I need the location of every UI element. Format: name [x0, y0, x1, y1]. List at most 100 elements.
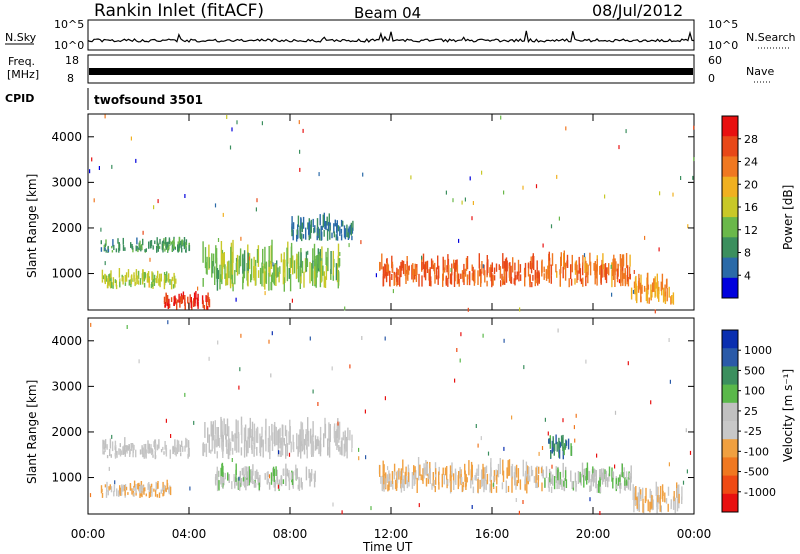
velocity-cell [157, 481, 159, 489]
power-cell [529, 279, 531, 286]
power-cell [596, 258, 598, 272]
velocity-scatter-point [574, 438, 576, 443]
power-cell [208, 297, 210, 303]
power-scatter-point [556, 174, 558, 179]
x-tick-label: 16:00 [475, 527, 510, 541]
velocity-scatter-point [114, 480, 116, 485]
power-scatter-point [445, 190, 447, 195]
power-cell [411, 264, 413, 280]
power-cell [111, 245, 113, 249]
power-cell [391, 261, 394, 273]
velocity-cell [241, 468, 243, 476]
velocity-cell [256, 446, 258, 456]
velocity-cell [640, 489, 642, 499]
power-cell [633, 281, 636, 289]
power-cell [166, 271, 168, 282]
velocity-scatter-point [240, 333, 242, 338]
power-cell [124, 247, 126, 251]
velocity-cell [285, 463, 287, 476]
velocity-cell [599, 469, 601, 478]
power-cell [548, 260, 550, 278]
velocity-cell [244, 440, 246, 448]
velocity-scatter-point [337, 421, 339, 426]
power-scatter-point [362, 172, 364, 177]
velocity-cell [317, 439, 319, 446]
velocity-cell [310, 442, 313, 455]
velocity-cell [163, 451, 165, 455]
velocity-cell [562, 434, 564, 449]
power-scatter-point [236, 120, 238, 125]
power-scatter-point [98, 166, 100, 170]
power-cell [154, 240, 156, 244]
velocity-scatter-point [351, 448, 353, 453]
power-cell [262, 248, 264, 265]
velocity-cell [342, 431, 345, 441]
power-scatter-point [226, 115, 228, 119]
velocity-cell [327, 438, 329, 449]
velocity-cell [527, 473, 529, 482]
velocity-scatter-point [551, 464, 553, 469]
velocity-cell [402, 459, 404, 474]
velocity-cell [287, 472, 290, 478]
velocity-cell [424, 467, 426, 475]
velocity-cell [592, 472, 594, 482]
power-cell [152, 272, 154, 283]
velocity-scatter-point [387, 466, 389, 471]
power-cell [179, 300, 181, 308]
velocity-cell [462, 481, 464, 488]
velocity-cell [464, 463, 466, 475]
velocity-cell [525, 461, 528, 477]
power-scatter-point [240, 236, 242, 241]
velocity-scatter-point [562, 418, 564, 423]
velocity-cell [595, 477, 597, 489]
power-cell [242, 254, 244, 274]
velocity-cell [211, 433, 213, 452]
velocity-scatter-point [418, 503, 420, 508]
power-cell [336, 225, 338, 239]
power-cell [579, 268, 582, 282]
power-scatter-point [111, 164, 113, 169]
power-cell [109, 273, 111, 282]
power-cell [250, 274, 252, 283]
velocity-cell [611, 467, 613, 482]
velocity-cell [274, 481, 276, 487]
velocity-cell [665, 498, 668, 504]
freq-strip: Freq. [MHz] 18 8 60 0 Nave [7, 54, 774, 85]
power-cell [177, 299, 179, 303]
velocity-scatter-point [523, 365, 525, 370]
velocity-scatter-point [685, 428, 687, 433]
velocity-cell [393, 471, 395, 480]
power-heatmap [89, 114, 695, 314]
velocity-cell [289, 419, 291, 436]
velocity-cell [417, 457, 420, 474]
power-scatter-point [654, 309, 656, 314]
velocity-cell [550, 478, 552, 484]
velocity-cell [127, 492, 129, 495]
power-cell [448, 264, 450, 274]
velocity-cell [553, 445, 555, 456]
velocity-cell [421, 475, 424, 482]
power-cell [397, 269, 399, 276]
power-cell [621, 266, 624, 275]
power-cell [309, 261, 311, 284]
velocity-cell [551, 440, 553, 454]
y-tick-label: 2000 [51, 425, 82, 439]
power-cell [257, 270, 260, 278]
power-cell [170, 241, 173, 245]
velocity-cell [241, 425, 243, 444]
power-cell [286, 262, 289, 282]
power-cell [107, 249, 110, 252]
velocity-cell [292, 442, 295, 452]
velocity-cell [479, 479, 481, 489]
power-scatter-point [149, 257, 151, 262]
power-cell [415, 267, 418, 282]
velocity-cell [676, 488, 678, 498]
power-cell [313, 243, 316, 262]
velocity-cell [508, 459, 511, 476]
power-cell [319, 255, 321, 265]
power-cell [133, 272, 135, 282]
power-cell [391, 274, 393, 280]
velocity-cell [267, 437, 270, 453]
power-cell [328, 213, 330, 226]
power-cell [314, 259, 316, 271]
